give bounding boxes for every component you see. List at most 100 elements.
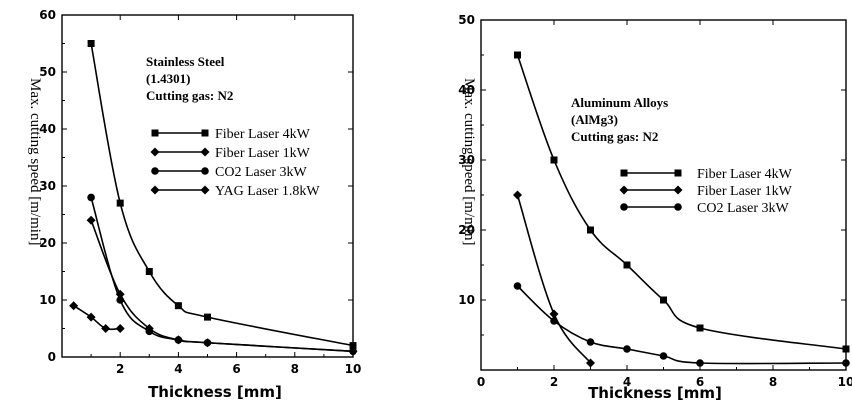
series-line-fiber-laser-4kw [90, 43, 354, 347]
data-point-co2-laser-3kw [659, 352, 668, 360]
data-point-co2-laser-3kw [145, 327, 154, 336]
legend-marker [200, 185, 210, 195]
y-tick-label: 50 [458, 13, 475, 27]
legend-marker [201, 167, 209, 175]
legend-marker [201, 129, 209, 137]
data-point-yag-laser-1-8kw [69, 301, 79, 311]
series-fiber-laser-1kw [86, 215, 358, 356]
data-point-fiber-laser-4kw [87, 40, 95, 47]
y-tick-label: 0 [48, 350, 56, 364]
x-axis-label: Thickness [mm] [588, 384, 722, 402]
data-point-fiber-laser-1kw [549, 309, 559, 319]
legend-label: YAG Laser 1.8kW [215, 184, 320, 199]
x-tick-label: 4 [174, 362, 182, 376]
annotation-line: Stainless Steel [146, 54, 225, 69]
data-point-yag-laser-1-8kw [115, 324, 125, 333]
data-point-co2-laser-3kw [842, 359, 850, 367]
y-tick-label: 30 [458, 153, 475, 167]
legend-marker [673, 185, 683, 195]
legend-entry-yag-laser-1-8kw: YAG Laser 1.8kW [150, 184, 320, 199]
data-point-fiber-laser-4kw [660, 296, 667, 304]
x-tick-label: 2 [116, 362, 124, 376]
series-fiber-laser-1kw [513, 190, 595, 368]
data-point-co2-laser-3kw [513, 282, 522, 290]
legend-entry-fiber-laser-4kw: Fiber Laser 4kW [151, 127, 311, 142]
y-tick-label: 40 [458, 83, 475, 97]
annotation-line: (1.4301) [146, 71, 190, 86]
y-tick-label: 10 [39, 293, 56, 307]
y-tick-label: 10 [458, 293, 475, 307]
annotation-line: Cutting gas: N2 [146, 88, 233, 103]
legend-entry-fiber-laser-1kw: Fiber Laser 1kW [619, 184, 793, 199]
y-tick-label: 20 [39, 236, 56, 250]
data-point-fiber-laser-4kw [116, 199, 124, 207]
y-tick-label: 60 [39, 8, 56, 22]
series-line-co2-laser-3kw [516, 285, 847, 365]
data-point-co2-laser-3kw [116, 296, 124, 304]
x-tick-label: 6 [232, 362, 240, 376]
series-yag-laser-1-8kw [69, 301, 125, 333]
legend-label: CO2 Laser 3kW [215, 165, 308, 180]
legend-marker [151, 129, 159, 137]
x-tick-label: 4 [623, 375, 631, 389]
data-point-fiber-laser-4kw [349, 342, 357, 350]
data-point-yag-laser-1-8kw [86, 312, 96, 322]
data-point-co2-laser-3kw [586, 338, 595, 346]
series-line-fiber-laser-4kw [516, 54, 847, 350]
legend-marker [150, 185, 160, 195]
annotation-line: Aluminum Alloys [571, 95, 668, 110]
data-point-co2-laser-3kw [174, 336, 183, 344]
x-tick-label: 0 [477, 375, 485, 389]
legend-label: Fiber Laser 4kW [215, 127, 311, 142]
legend-marker [620, 203, 628, 211]
data-point-fiber-laser-4kw [174, 302, 182, 310]
series-co2-laser-3kw [513, 282, 850, 367]
data-point-fiber-laser-1kw [586, 358, 595, 368]
x-tick-label: 10 [838, 375, 852, 389]
legend-label: CO2 Laser 3kW [697, 201, 790, 216]
x-axis-label: Thickness [mm] [148, 383, 282, 401]
legend-entry-co2-laser-3kw: CO2 Laser 3kW [151, 165, 308, 180]
data-point-co2-laser-3kw [696, 359, 704, 367]
legend-label: Fiber Laser 1kW [215, 146, 311, 161]
y-tick-label: 40 [39, 122, 56, 136]
legend-marker [674, 169, 682, 177]
data-point-fiber-laser-4kw [145, 268, 153, 275]
chart-panel-stainless-steel: 2 4 6 8 10 0 10 20 30 40 50 60 Thickness [mm] Max. cu… [27, 8, 361, 401]
data-point-fiber-laser-4kw [204, 313, 211, 321]
data-point-co2-laser-3kw [349, 347, 357, 356]
legend-entry-fiber-laser-4kw: Fiber Laser 4kW [620, 167, 793, 182]
legend-label: Fiber Laser 4kW [697, 167, 793, 182]
data-point-co2-laser-3kw [203, 338, 212, 347]
legend-marker [620, 169, 628, 177]
series-line-fiber-laser-1kw [516, 194, 592, 364]
legend-marker [150, 147, 160, 157]
legend-marker [674, 203, 682, 211]
legend-entry-co2-laser-3kw: CO2 Laser 3kW [620, 201, 790, 216]
x-tick-label: 2 [550, 375, 558, 389]
series-co2-laser-3kw [87, 193, 357, 356]
annotation-line: (AlMg3) [571, 112, 618, 127]
y-tick-label: 20 [458, 223, 475, 237]
data-point-fiber-laser-4kw [550, 156, 558, 164]
series-line-co2-laser-3kw [90, 197, 354, 353]
data-point-fiber-laser-1kw [86, 215, 96, 225]
legend-label: Fiber Laser 1kW [697, 184, 793, 199]
data-point-fiber-laser-4kw [696, 324, 704, 332]
x-tick-label: 8 [769, 375, 777, 389]
y-tick-label: 50 [39, 65, 56, 79]
x-tick-label: 6 [696, 375, 704, 389]
legend-marker [200, 147, 210, 157]
x-tick-label: 10 [345, 362, 362, 376]
legend-marker [151, 167, 159, 175]
y-tick-label: 30 [39, 179, 56, 193]
data-point-co2-laser-3kw [550, 317, 558, 325]
legend-entry-fiber-laser-1kw: Fiber Laser 1kW [150, 146, 311, 161]
series-fiber-laser-4kw [514, 51, 850, 353]
series-line-yag-laser-1-8kw [73, 305, 121, 331]
data-point-fiber-laser-4kw [623, 261, 631, 269]
legend-marker [619, 185, 629, 195]
data-point-fiber-laser-4kw [587, 226, 594, 234]
y-axis-label: Max. cutting speed [m/min] [461, 78, 477, 245]
data-point-co2-laser-3kw [623, 345, 631, 353]
